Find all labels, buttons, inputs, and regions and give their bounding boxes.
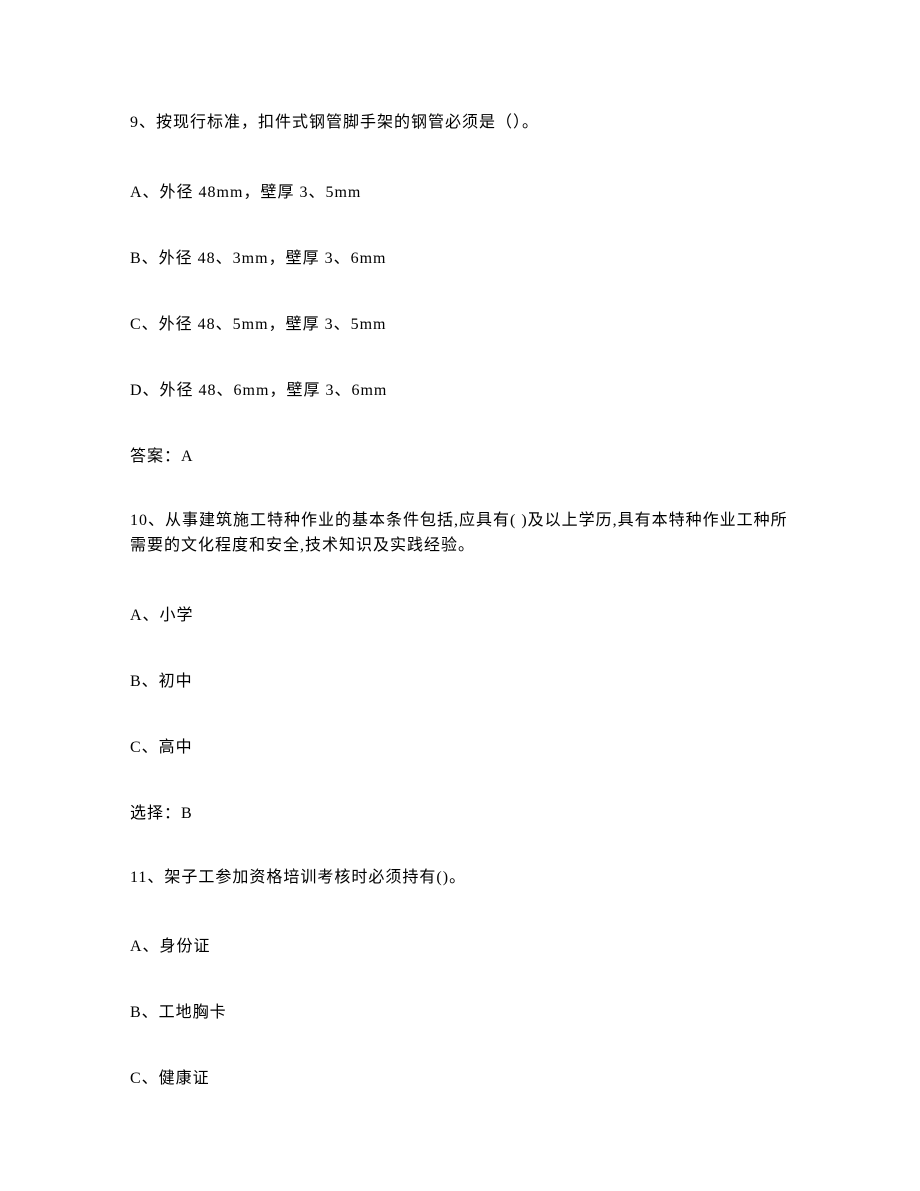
- question-option: C、外径 48、5mm，壁厚 3、5mm: [130, 310, 790, 334]
- question-number: 9、: [130, 114, 156, 131]
- question-text: 9、按现行标准，扣件式钢管脚手架的钢管必须是（）。: [130, 110, 790, 136]
- question-stem: 架子工参加资格培训考核时必须持有()。: [164, 869, 466, 886]
- question-number: 11、: [130, 869, 164, 886]
- question-10: 10、从事建筑施工特种作业的基本条件包括,应具有( )及以上学历,具有本特种作业…: [130, 508, 790, 823]
- question-stem: 按现行标准，扣件式钢管脚手架的钢管必须是（）。: [156, 114, 539, 131]
- question-stem: 从事建筑施工特种作业的基本条件包括,应具有( )及以上学历,具有本特种作业工种所…: [130, 512, 788, 555]
- document-content: 9、按现行标准，扣件式钢管脚手架的钢管必须是（）。 A、外径 48mm，壁厚 3…: [130, 110, 790, 1088]
- question-answer: 选择：B: [130, 799, 790, 823]
- question-9: 9、按现行标准，扣件式钢管脚手架的钢管必须是（）。 A、外径 48mm，壁厚 3…: [130, 110, 790, 466]
- question-option: C、高中: [130, 733, 790, 757]
- question-option: C、健康证: [130, 1064, 790, 1088]
- question-text: 11、架子工参加资格培训考核时必须持有()。: [130, 865, 790, 891]
- question-option: A、身份证: [130, 932, 790, 956]
- question-number: 10、: [130, 512, 165, 529]
- question-option: D、外径 48、6mm，壁厚 3、6mm: [130, 376, 790, 400]
- question-11: 11、架子工参加资格培训考核时必须持有()。 A、身份证 B、工地胸卡 C、健康…: [130, 865, 790, 1089]
- question-text: 10、从事建筑施工特种作业的基本条件包括,应具有( )及以上学历,具有本特种作业…: [130, 508, 790, 559]
- question-option: B、初中: [130, 667, 790, 691]
- question-option: B、工地胸卡: [130, 998, 790, 1022]
- question-option: A、外径 48mm，壁厚 3、5mm: [130, 178, 790, 202]
- question-option: A、小学: [130, 601, 790, 625]
- question-option: B、外径 48、3mm，壁厚 3、6mm: [130, 244, 790, 268]
- question-answer: 答案：A: [130, 442, 790, 466]
